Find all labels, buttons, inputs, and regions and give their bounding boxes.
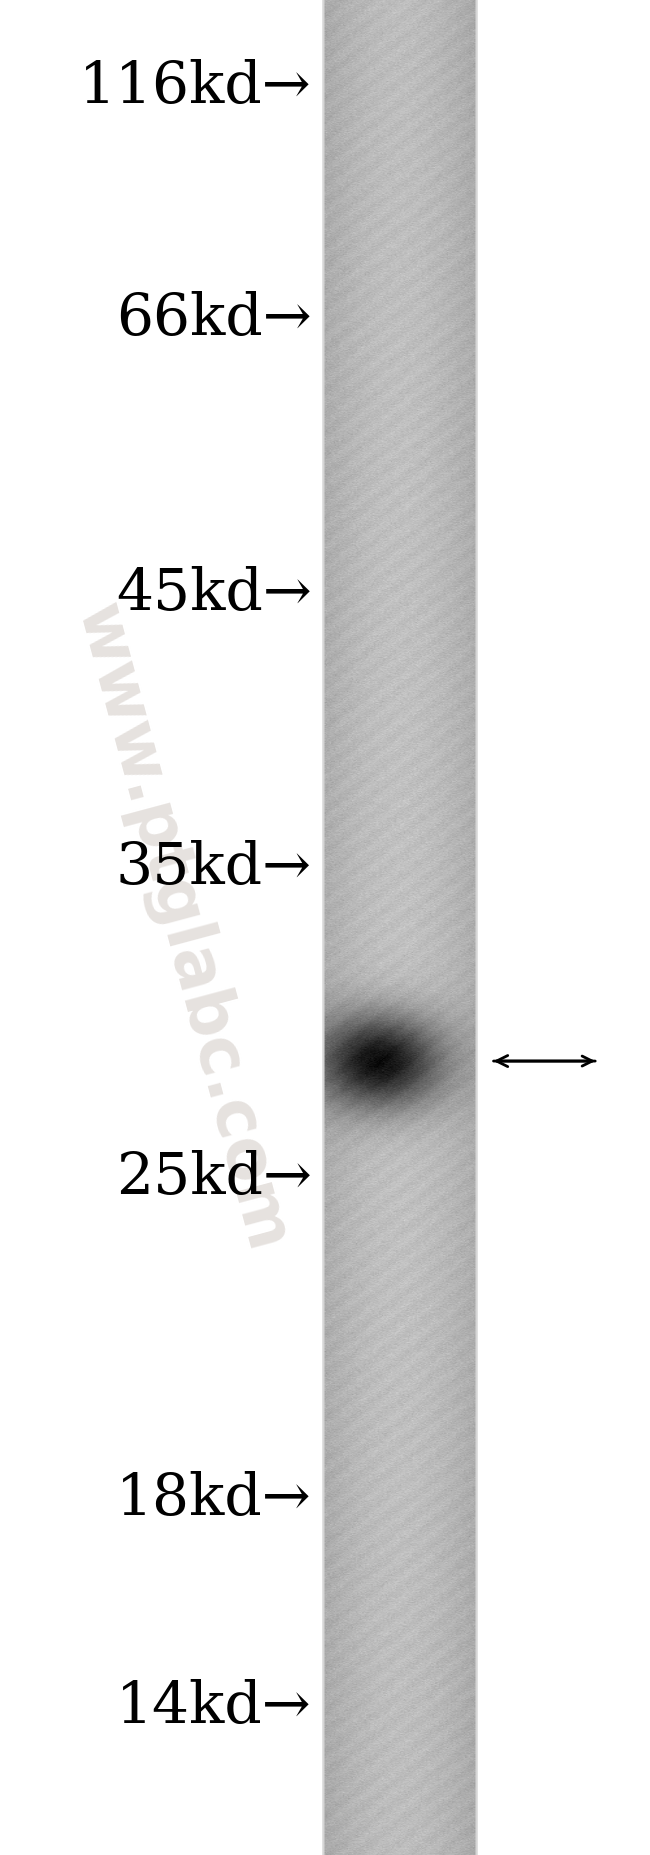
Text: www.ptglabc.com: www.ptglabc.com [64,595,300,1260]
Text: 18kd→: 18kd→ [116,1471,312,1527]
Text: 14kd→: 14kd→ [116,1679,312,1734]
Text: 116kd→: 116kd→ [79,59,312,115]
Text: 35kd→: 35kd→ [116,840,312,896]
Text: 66kd→: 66kd→ [116,291,312,347]
Text: 45kd→: 45kd→ [116,566,312,621]
Text: 25kd→: 25kd→ [116,1150,312,1206]
